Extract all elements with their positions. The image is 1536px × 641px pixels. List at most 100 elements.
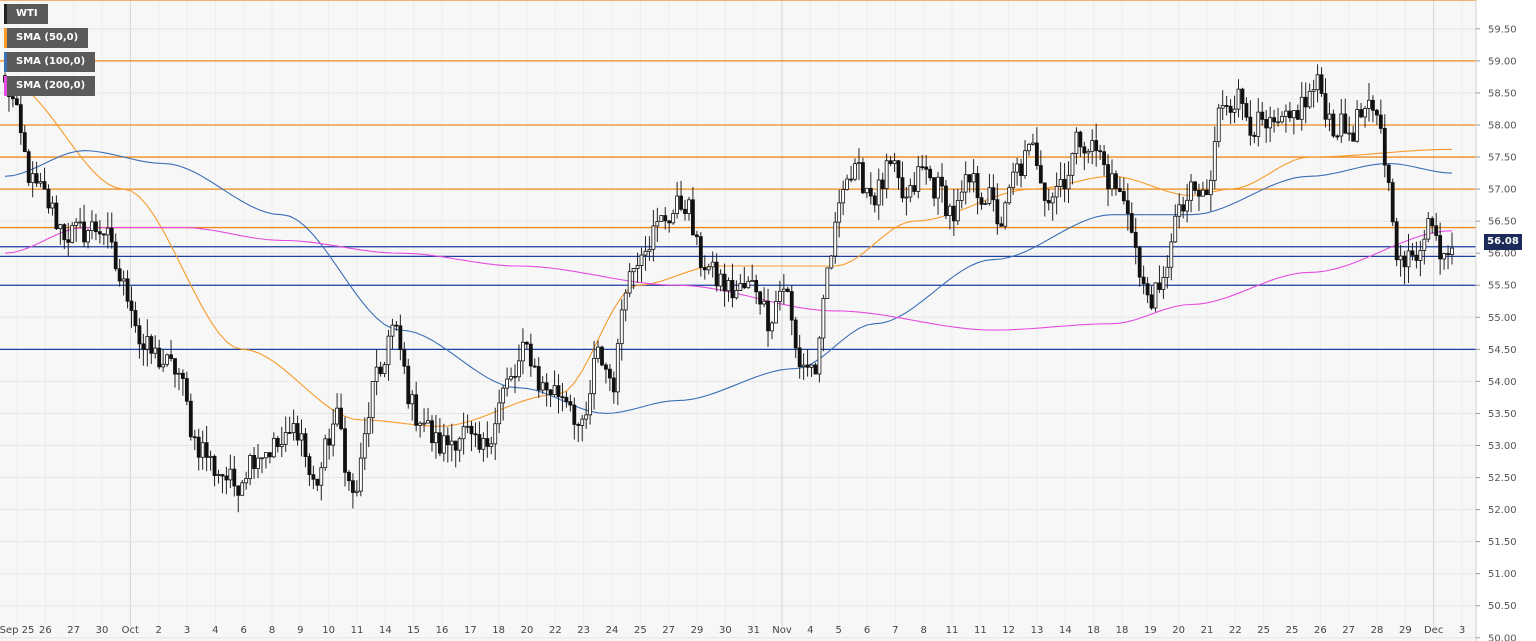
candle-down: [868, 187, 873, 197]
y-tick-label: 55.50: [1488, 281, 1517, 292]
candle-down: [564, 396, 569, 402]
candle-down: [184, 378, 189, 402]
candle-up: [738, 283, 743, 291]
candle-down: [181, 372, 185, 379]
candle-up: [809, 364, 814, 368]
x-axis-ticks: Sep 25 26 27 30 Oct 2 3 4 6 8 9 10 11 14 15 16 17 18 20 22 2…: [0, 625, 1465, 636]
candle-up: [781, 288, 786, 292]
candle-down: [730, 280, 735, 299]
candle-down: [1141, 276, 1146, 285]
x-tick-label: Oct: [122, 625, 139, 636]
x-tick-label: 14: [1059, 625, 1072, 636]
candle-down: [327, 438, 332, 446]
candle-down: [1129, 213, 1134, 233]
y-tick-label: 56.50: [1488, 217, 1517, 228]
candle-up: [449, 440, 454, 446]
candle-up: [1015, 163, 1020, 173]
legend-item-sma-100[interactable]: SMA (100,0): [4, 52, 96, 72]
candle-up: [457, 438, 462, 451]
candle-up: [651, 225, 656, 250]
candle-down: [1386, 164, 1391, 184]
x-tick-label: 24: [606, 625, 619, 636]
candle-down: [275, 438, 280, 447]
legend-swatch-sma-50: [4, 28, 7, 48]
candle-down: [1323, 93, 1328, 120]
candle-down: [1351, 132, 1356, 142]
candle-down: [758, 291, 763, 305]
candle-up: [584, 414, 589, 420]
candle-down: [1204, 189, 1209, 196]
candle-up: [145, 336, 150, 350]
candle-down: [402, 349, 407, 367]
candle-up: [386, 335, 391, 366]
candle-up: [892, 160, 897, 164]
x-tick-label: 25: [1257, 625, 1270, 636]
candle-down: [1390, 182, 1395, 223]
x-tick-label: 8: [920, 625, 926, 636]
candle-down: [900, 177, 905, 199]
candle-up: [615, 343, 620, 393]
candle-up: [153, 347, 158, 354]
candle-up: [1426, 218, 1431, 240]
candle-down: [576, 424, 581, 426]
candle-down: [861, 162, 865, 194]
candle-up: [1074, 131, 1079, 154]
x-tick-label: 27: [67, 625, 80, 636]
candle-down: [548, 389, 553, 396]
candle-up: [1347, 132, 1352, 135]
candle-down: [477, 434, 482, 450]
candle-down: [912, 185, 917, 192]
candle-up: [1110, 173, 1114, 190]
candle-down: [1094, 140, 1099, 152]
candle-down: [101, 233, 106, 236]
candle-up: [493, 423, 498, 445]
candle-down: [14, 98, 19, 106]
candle-up: [366, 417, 371, 435]
candle-down: [611, 377, 616, 393]
legend-item-wti[interactable]: WTI: [4, 4, 48, 24]
legend-item-sma-50[interactable]: SMA (50,0): [4, 28, 89, 48]
candle-down: [1244, 103, 1249, 118]
candle-down: [97, 231, 102, 235]
candle-down: [188, 400, 193, 438]
x-tick-label: 18: [1087, 625, 1100, 636]
candle-up: [319, 467, 324, 486]
candle-down: [22, 132, 27, 153]
candle-up: [1066, 174, 1071, 190]
y-tick-label: 50.50: [1488, 601, 1517, 612]
candle-up: [876, 179, 881, 206]
x-tick-label: 19: [1144, 625, 1157, 636]
candle-up: [936, 176, 940, 199]
candle-up: [904, 196, 909, 199]
candle-down: [113, 241, 118, 270]
candle-up: [947, 205, 952, 217]
x-tick-label: 22: [1229, 625, 1242, 636]
candle-down: [513, 376, 517, 378]
candle-up: [734, 290, 739, 299]
x-tick-label: 26: [1314, 625, 1327, 636]
candle-down: [1181, 204, 1186, 212]
candle-up: [1212, 141, 1217, 181]
candle-down: [1224, 105, 1229, 107]
legend-item-sma-200[interactable]: SMA (200,0): [4, 76, 96, 96]
candle-up: [1058, 179, 1063, 187]
candle-up: [434, 432, 438, 444]
candle-up: [299, 433, 304, 441]
candle-down: [347, 471, 351, 482]
candle-up: [1398, 255, 1403, 261]
candle-up: [762, 300, 766, 305]
candle-up: [1050, 196, 1055, 204]
candle-down: [137, 325, 142, 345]
y-tick-label: 54.00: [1488, 377, 1517, 388]
y-tick-label: 53.00: [1488, 441, 1517, 452]
candle-down: [944, 185, 948, 217]
candle-down: [979, 197, 984, 205]
candle-up: [517, 360, 521, 378]
candle-up: [216, 474, 221, 476]
candle-down: [1414, 254, 1419, 261]
candle-down: [303, 433, 308, 457]
candle-up: [331, 423, 336, 446]
candle-down: [604, 364, 608, 370]
candle-down: [1121, 191, 1126, 202]
candle-down: [196, 436, 201, 458]
